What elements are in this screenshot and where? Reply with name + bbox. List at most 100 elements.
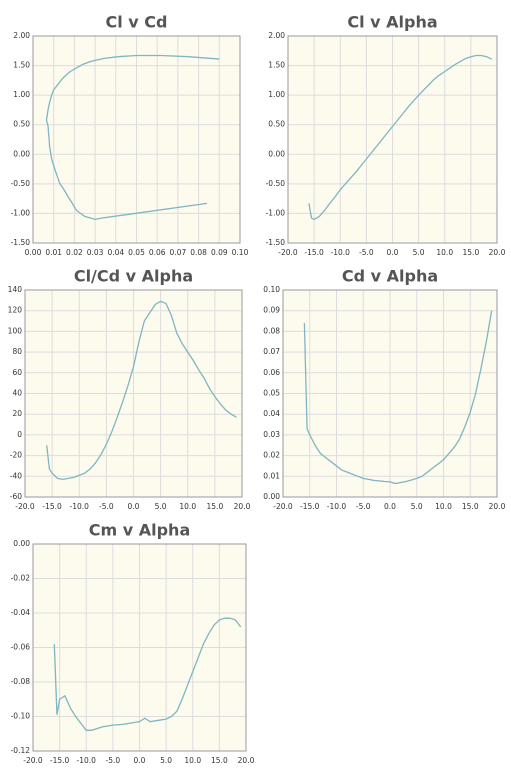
chart-title: Cl/Cd v Alpha (74, 267, 193, 286)
x-tick-label: 10.0 (435, 502, 452, 511)
x-tick-label: 15.0 (462, 502, 479, 511)
x-tick-label: -20.0 (15, 502, 35, 511)
x-tick-label: 0.0 (384, 502, 396, 511)
y-tick-label: -0.50 (11, 179, 31, 188)
plot-border (32, 35, 241, 244)
y-tick-label: 0.00 (13, 539, 30, 548)
x-tick-label: 20.0 (234, 502, 251, 511)
y-tick-label: 1.50 (268, 61, 285, 70)
x-tick-label: 0.0 (128, 502, 140, 511)
y-tick-label: 0.10 (263, 285, 280, 294)
plot-border (287, 35, 498, 244)
y-tick-label: -0.06 (11, 643, 31, 652)
y-tick-label: -40 (10, 471, 22, 480)
chart-title: Cm v Alpha (89, 521, 191, 540)
y-tick-label: 0.04 (263, 409, 280, 418)
x-tick-label: -15.0 (300, 502, 320, 511)
y-tick-label: -0.04 (11, 608, 31, 617)
chart-title: Cd v Alpha (342, 267, 438, 286)
y-tick-label: 0.00 (13, 149, 30, 158)
plot-border (32, 543, 247, 752)
y-tick-label: -1.00 (11, 208, 31, 217)
y-tick-label: 0.08 (263, 326, 280, 335)
y-tick-label: 0.06 (263, 368, 280, 377)
y-tick-label: -0.50 (266, 179, 286, 188)
y-tick-label: 0.03 (263, 430, 280, 439)
y-tick-label: -20 (10, 451, 22, 460)
y-tick-label: 100 (8, 326, 23, 335)
data-line (308, 54, 493, 221)
x-tick-label: -10.0 (327, 502, 347, 511)
x-tick-label: 0.08 (190, 248, 207, 257)
y-tick-label: 0.09 (263, 306, 280, 315)
x-tick-label: 20.0 (489, 502, 506, 511)
x-tick-label: -10.0 (70, 502, 90, 511)
x-tick-label: -20.0 (278, 248, 298, 257)
plot-border (24, 289, 243, 498)
x-tick-label: 15.0 (207, 502, 224, 511)
y-tick-label: -0.10 (11, 712, 31, 721)
x-tick-label: -15.0 (42, 502, 62, 511)
x-tick-label: 0.10 (232, 248, 249, 257)
y-tick-label: -60 (10, 492, 22, 501)
y-tick-label: 0 (17, 430, 22, 439)
y-tick-label: 0.00 (268, 149, 285, 158)
x-tick-label: 0.0 (134, 756, 146, 765)
y-tick-label: 0.50 (268, 120, 285, 129)
x-tick-label: 0.05 (128, 248, 145, 257)
y-tick-label: 0.05 (263, 389, 280, 398)
x-tick-label: 20.0 (489, 248, 506, 257)
x-tick-label: 15.0 (463, 248, 480, 257)
x-tick-label: 10.0 (179, 502, 196, 511)
x-tick-label: 0.01 (45, 248, 62, 257)
x-tick-label: 0.09 (211, 248, 228, 257)
data-line (53, 617, 242, 731)
x-tick-label: -15.0 (50, 756, 70, 765)
y-tick-label: 140 (8, 285, 23, 294)
x-tick-label: -5.0 (359, 248, 374, 257)
y-tick-label: 80 (12, 347, 22, 356)
data-line (46, 300, 237, 481)
x-tick-label: 15.0 (211, 756, 228, 765)
y-tick-label: 1.00 (268, 90, 285, 99)
x-tick-label: 5.0 (411, 502, 423, 511)
x-tick-label: -5.0 (356, 502, 371, 511)
x-tick-label: 0.00 (25, 248, 42, 257)
x-tick-label: 5.0 (160, 756, 172, 765)
y-tick-label: 0.02 (263, 451, 280, 460)
y-tick-label: 20 (12, 409, 22, 418)
y-tick-label: -1.50 (11, 238, 31, 247)
x-tick-label: 0.0 (387, 248, 399, 257)
x-tick-label: 0.03 (87, 248, 104, 257)
y-tick-label: 2.00 (268, 31, 285, 40)
y-tick-label: -0.08 (11, 677, 31, 686)
x-tick-label: -5.0 (106, 756, 121, 765)
x-tick-label: 0.02 (66, 248, 83, 257)
y-tick-label: 0.50 (13, 120, 30, 129)
plot-border (282, 289, 498, 498)
x-tick-label: 0.04 (107, 248, 124, 257)
x-tick-label: 10.0 (184, 756, 201, 765)
x-tick-label: 20.0 (238, 756, 255, 765)
x-tick-label: -10.0 (331, 248, 351, 257)
y-tick-label: 60 (12, 368, 22, 377)
x-tick-label: 10.0 (436, 248, 453, 257)
chart-title: Cl v Cd (106, 13, 168, 32)
y-tick-label: -1.50 (266, 238, 286, 247)
x-tick-label: -15.0 (304, 248, 324, 257)
x-tick-label: 0.07 (170, 248, 187, 257)
y-tick-label: 1.00 (13, 90, 30, 99)
y-tick-label: 0.07 (263, 347, 280, 356)
y-tick-label: -0.12 (11, 746, 31, 755)
y-tick-label: 40 (12, 389, 22, 398)
chart-title: Cl v Alpha (347, 13, 437, 32)
x-tick-label: -10.0 (77, 756, 97, 765)
y-tick-label: 120 (8, 306, 23, 315)
y-tick-label: -0.02 (11, 574, 31, 583)
y-tick-label: 0.00 (263, 492, 280, 501)
y-tick-label: -1.00 (266, 208, 286, 217)
x-tick-label: 5.0 (413, 248, 425, 257)
x-tick-label: -20.0 (273, 502, 293, 511)
x-tick-label: 0.06 (149, 248, 166, 257)
x-tick-label: -20.0 (23, 756, 43, 765)
